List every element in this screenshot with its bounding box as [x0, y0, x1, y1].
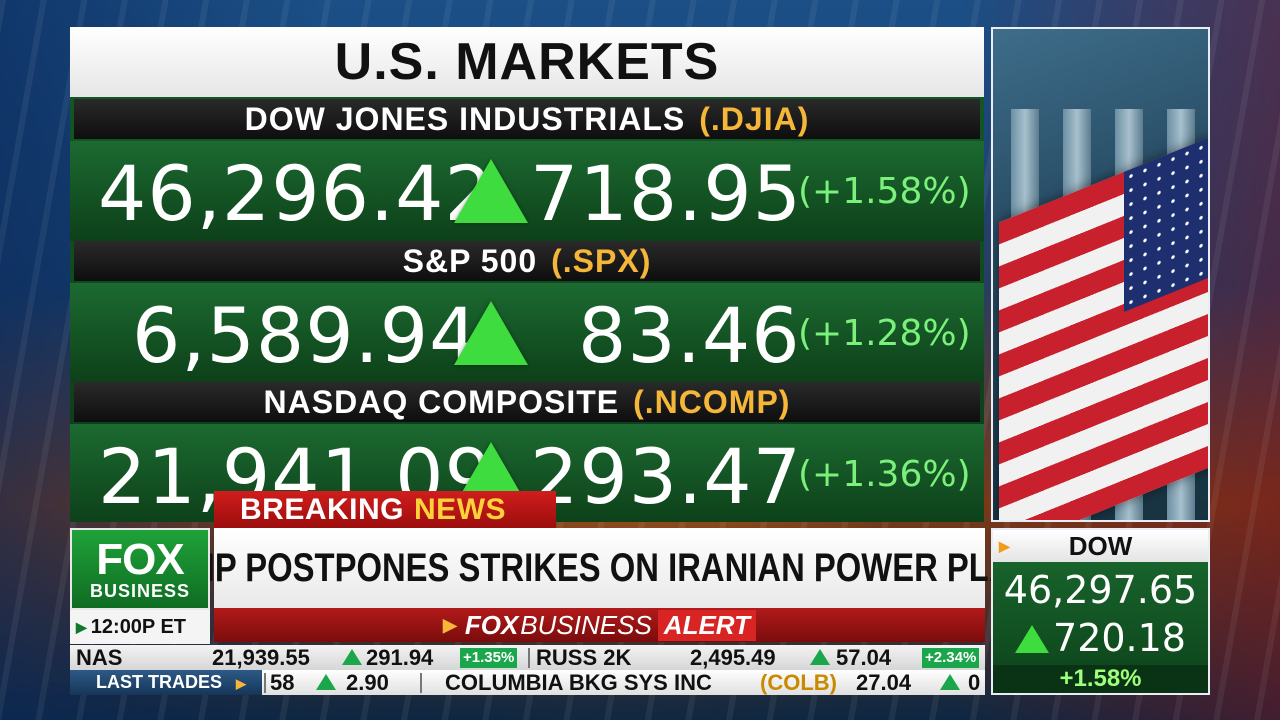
arrow-right-icon: ▶: [236, 676, 246, 691]
index-percent: (+1.58%): [798, 171, 971, 212]
up-arrow-icon: [1015, 625, 1050, 653]
dow-value: 46,297.65: [1003, 568, 1198, 612]
index-row-djia: 46,296.42 718.95 (+1.58%): [70, 141, 984, 241]
up-arrow-icon: [810, 649, 830, 665]
index-name: DOW JONES INDUSTRIALS: [244, 100, 686, 137]
arrow-right-icon: ▶: [443, 614, 457, 635]
index-percent: (+1.36%): [798, 454, 971, 495]
index-header-spx: S&P 500 (.SPX): [74, 241, 980, 281]
logo-fox: FOX: [96, 535, 184, 584]
headline-bar: TRUMP POSTPONES STRIKES ON IRANIAN POWER…: [121, 528, 1078, 608]
ticker-name: NAS: [76, 645, 123, 670]
ticker-change: 2.90: [346, 670, 389, 695]
flag-photo: [991, 27, 1210, 522]
ticker-company: COLUMBIA BKG SYS INC: [445, 670, 712, 695]
up-arrow-icon: [342, 649, 362, 665]
index-symbol: (.DJIA): [699, 100, 810, 137]
ticker-name: RUSS 2K: [536, 645, 632, 670]
ticker-change: 291.94: [366, 645, 434, 670]
index-row-spx: 6,589.94 83.46 (+1.28%): [70, 283, 984, 383]
index-name: S&P 500: [402, 242, 538, 279]
ticker-change: 57.04: [836, 645, 892, 670]
logo-business: BUSINESS: [89, 581, 191, 601]
index-change: 718.95: [530, 149, 802, 238]
ticker-change: 0: [968, 670, 981, 695]
dow-percent: +1.58%: [993, 665, 1208, 693]
dow-box: ▶ DOW 46,297.65 720.18 +1.58%: [991, 528, 1210, 695]
index-symbol: (.SPX): [551, 242, 652, 279]
alert-business: BUSINESS: [520, 609, 652, 640]
index-header-ncomp: NASDAQ COMPOSITE (.NCOMP): [74, 382, 980, 422]
dow-label-text: DOW: [1068, 530, 1133, 561]
index-symbol: (.NCOMP): [633, 383, 791, 420]
up-arrow-icon: [316, 674, 336, 690]
fox-business-logo: FOX BUSINESS: [70, 528, 210, 610]
up-arrow-icon: [454, 159, 528, 223]
divider: [528, 648, 530, 668]
ticker-value: 2,495.49: [690, 645, 776, 670]
time-display: ▶ 12:00P ET: [70, 610, 210, 644]
index-name: NASDAQ COMPOSITE: [263, 383, 620, 420]
index-change: 293.47: [530, 432, 802, 521]
last-trades-label: LAST TRADES ▶: [70, 670, 262, 695]
last-trades-text: LAST TRADES: [96, 672, 222, 692]
ticker-last-trades: LAST TRADES ▶ 58 2.90 COLUMBIA BKG SYS IN…: [70, 670, 985, 695]
alert-word: ALERT: [657, 609, 756, 641]
ticker-indices: NAS 21,939.55 291.94 +1.35% RUSS 2K 2,49…: [70, 645, 985, 670]
divider: [264, 673, 266, 693]
alert-fox: FOX: [464, 609, 519, 640]
index-header-djia: DOW JONES INDUSTRIALS (.DJIA): [74, 99, 980, 139]
up-arrow-icon: [454, 301, 528, 365]
headline-text: TRUMP POSTPONES STRIKES ON IRANIAN POWER…: [120, 545, 1079, 590]
divider: [420, 673, 422, 693]
arrow-right-icon: ▶: [999, 537, 1010, 554]
ticker-value: 27.04: [856, 670, 912, 695]
ticker-value: 21,939.55: [212, 645, 310, 670]
time-text: 12:00P ET: [90, 615, 187, 638]
index-value: 46,296.42: [98, 149, 494, 238]
play-arrow-icon: ▶: [76, 618, 87, 635]
dow-label: ▶ DOW: [993, 530, 1208, 562]
markets-board: U.S. MARKETS DOW JONES INDUSTRIALS (.DJI…: [70, 27, 984, 522]
index-row-ncomp: 21,941.09 293.47 (+1.36%): [70, 424, 984, 522]
up-arrow-icon: [940, 674, 960, 690]
alert-bar: ▶ FOX BUSINESS ALERT: [214, 608, 985, 642]
breaking-word: BREAKING: [240, 492, 405, 526]
ticker-symbol: (COLB): [760, 670, 837, 695]
index-percent: (+1.28%): [798, 313, 971, 354]
ticker-percent: +1.35%: [460, 648, 518, 668]
index-value: 6,589.94: [132, 291, 479, 380]
ticker-value: 58: [270, 670, 295, 695]
dow-change: 720.18: [1053, 616, 1186, 660]
ticker-percent: +2.34%: [922, 648, 980, 668]
dow-change-row: 720.18: [993, 616, 1208, 660]
board-title: U.S. MARKETS: [70, 27, 984, 97]
index-change: 83.46: [578, 291, 801, 380]
breaking-news-label: BREAKING NEWS: [214, 491, 556, 528]
news-word: NEWS: [414, 492, 507, 526]
